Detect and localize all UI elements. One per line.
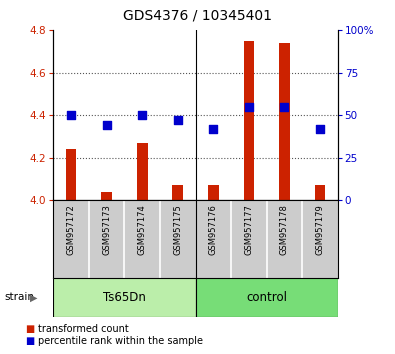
Point (175, 117, 181, 123)
Point (139, 112, 145, 118)
Bar (137, 143, 148, 200)
Text: ■: ■ (25, 336, 34, 346)
Bar (66, 149, 77, 200)
Text: GSM957172: GSM957172 (67, 204, 75, 255)
Point (103, 122, 110, 128)
Bar (314, 185, 325, 200)
Bar (208, 185, 219, 200)
Text: ■: ■ (25, 324, 34, 334)
Point (210, 126, 216, 131)
Bar (196, 278, 338, 317)
Bar (279, 43, 290, 200)
Text: GSM957177: GSM957177 (245, 204, 253, 255)
Text: strain: strain (4, 292, 34, 302)
Text: GSM957178: GSM957178 (280, 204, 289, 255)
Text: GDS4376 / 10345401: GDS4376 / 10345401 (123, 9, 272, 23)
Point (246, 104, 252, 109)
Bar (101, 192, 112, 200)
Text: percentile rank within the sample: percentile rank within the sample (38, 336, 203, 346)
Bar (172, 185, 183, 200)
Text: control: control (246, 291, 287, 304)
Bar (243, 41, 254, 200)
Point (317, 126, 323, 131)
Text: GSM957173: GSM957173 (102, 204, 111, 255)
Text: ▶: ▶ (30, 292, 37, 302)
Text: Ts65Dn: Ts65Dn (103, 291, 146, 304)
Point (68, 112, 74, 118)
Text: GSM957179: GSM957179 (316, 204, 324, 255)
Text: GSM957176: GSM957176 (209, 204, 218, 255)
Text: GSM957174: GSM957174 (138, 204, 147, 255)
Text: GSM957175: GSM957175 (173, 204, 182, 255)
Bar (53, 278, 196, 317)
Text: transformed count: transformed count (38, 324, 128, 334)
Point (281, 104, 288, 109)
